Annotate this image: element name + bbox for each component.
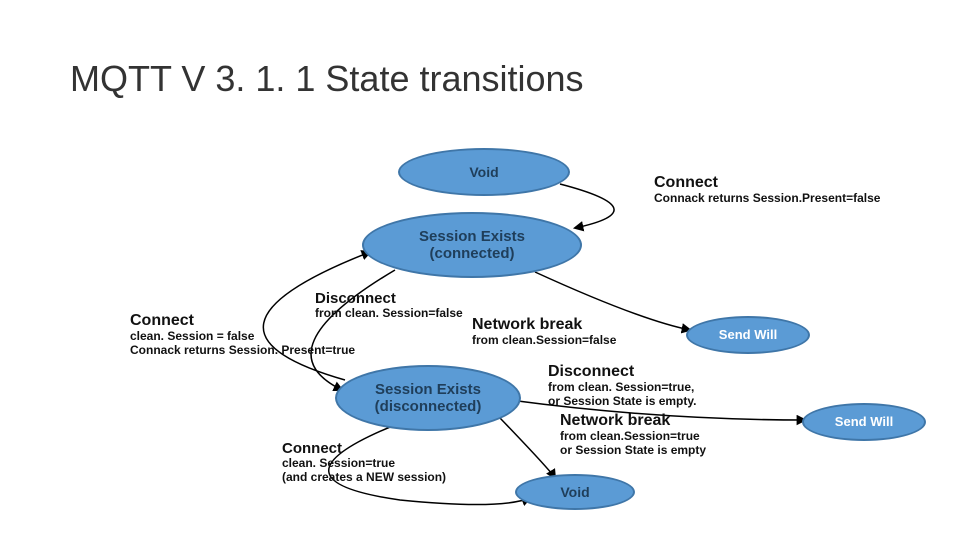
- state-void-label: Void: [469, 164, 498, 180]
- state-send-will-2-label: Send Will: [835, 415, 893, 430]
- state-send-will-1-label: Send Will: [719, 328, 777, 343]
- edge-label-network-break-2-l3: or Session State is empty: [560, 444, 706, 458]
- state-session-connected: Session Exists (connected): [362, 212, 582, 278]
- edge-label-disconnect-right-l2: from clean. Session=true,: [548, 381, 697, 395]
- edge-label-network-break-1-l2: from clean.Session=false: [472, 334, 616, 348]
- edge-path: [560, 184, 614, 228]
- edge-label-connect-top-l1: Connect: [654, 174, 880, 192]
- state-session-connected-l2: (connected): [419, 245, 525, 262]
- edge-label-network-break-1: Network break from clean.Session=false: [472, 316, 616, 348]
- state-void-2: Void: [515, 474, 635, 510]
- edge-label-network-break-2-l2: from clean.Session=true: [560, 430, 706, 444]
- edge-label-connect-left-l3: Connack returns Session. Present=true: [130, 344, 355, 358]
- edge-label-network-break-1-l1: Network break: [472, 316, 616, 334]
- edge-label-disconnect-right: Disconnect from clean. Session=true, or …: [548, 363, 697, 409]
- edge-label-connect-bottom: Connect clean. Session=true (and creates…: [282, 440, 446, 485]
- edge-label-disconnect-right-l3: or Session State is empty.: [548, 395, 697, 409]
- state-session-disconnected-l2: (disconnected): [375, 398, 482, 415]
- state-send-will-1: Send Will: [686, 316, 810, 354]
- edge-label-disconnect-left-l1: Disconnect: [315, 290, 463, 307]
- edge-label-network-break-2-l1: Network break: [560, 412, 706, 430]
- edge-label-network-break-2: Network break from clean.Session=true or…: [560, 412, 706, 458]
- page-title: MQTT V 3. 1. 1 State transitions: [70, 58, 584, 100]
- edge-path: [500, 418, 555, 478]
- edge-label-connect-bottom-l2: clean. Session=true: [282, 457, 446, 471]
- state-void-2-label: Void: [560, 484, 589, 500]
- edge-label-disconnect-right-l1: Disconnect: [548, 363, 697, 381]
- state-session-disconnected-l1: Session Exists: [375, 381, 482, 398]
- state-session-connected-l1: Session Exists: [419, 228, 525, 245]
- edge-label-connect-top: Connect Connack returns Session.Present=…: [654, 174, 880, 206]
- edge-label-connect-bottom-l1: Connect: [282, 440, 446, 457]
- state-send-will-2: Send Will: [802, 403, 926, 441]
- edge-label-connect-bottom-l3: (and creates a NEW session): [282, 471, 446, 485]
- state-session-disconnected: Session Exists (disconnected): [335, 365, 521, 431]
- edge-label-connect-left-l2: clean. Session = false: [130, 330, 355, 344]
- edge-label-connect-top-l2: Connack returns Session.Present=false: [654, 192, 880, 206]
- state-void: Void: [398, 148, 570, 196]
- edge-label-connect-left-l1: Connect: [130, 312, 355, 330]
- edge-label-connect-left: Connect clean. Session = false Connack r…: [130, 312, 355, 358]
